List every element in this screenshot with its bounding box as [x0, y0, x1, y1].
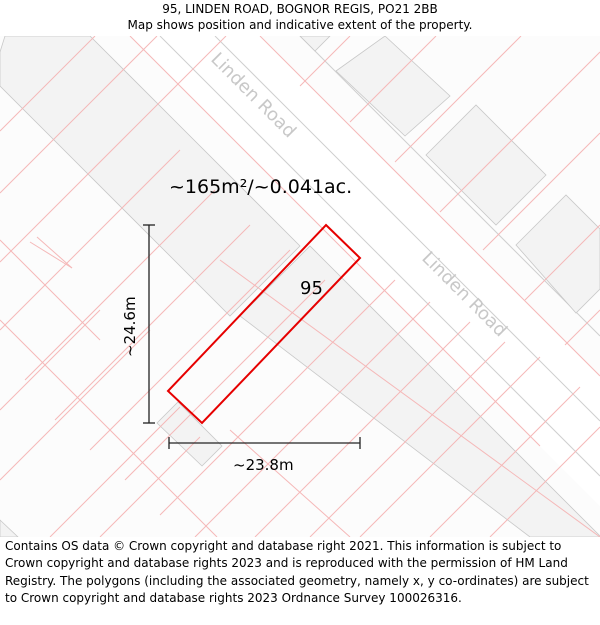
height-dimension-label: ~24.6m	[121, 296, 139, 357]
subject-property-boundary[interactable]	[166, 223, 362, 425]
map-header: 95, LINDEN ROAD, BOGNOR REGIS, PO21 2BB …	[0, 0, 600, 36]
plot-number-label: 95	[300, 278, 323, 299]
map-subtitle: Map shows position and indicative extent…	[127, 18, 473, 32]
height-dimension-line	[143, 224, 155, 424]
property-address-title: 95, LINDEN ROAD, BOGNOR REGIS, PO21 2BB	[162, 2, 438, 16]
buildings	[0, 36, 600, 537]
width-dimension-label: ~23.8m	[233, 456, 294, 474]
width-dimension-line	[168, 437, 361, 449]
parcel-boundaries	[0, 36, 600, 537]
area-label: ~165m²/~0.041ac.	[169, 176, 352, 198]
property-map[interactable]: Linden Road Linden Road ~165m²/~0.041ac.…	[0, 36, 600, 537]
copyright-notice: Contains OS data © Crown copyright and d…	[5, 539, 589, 605]
